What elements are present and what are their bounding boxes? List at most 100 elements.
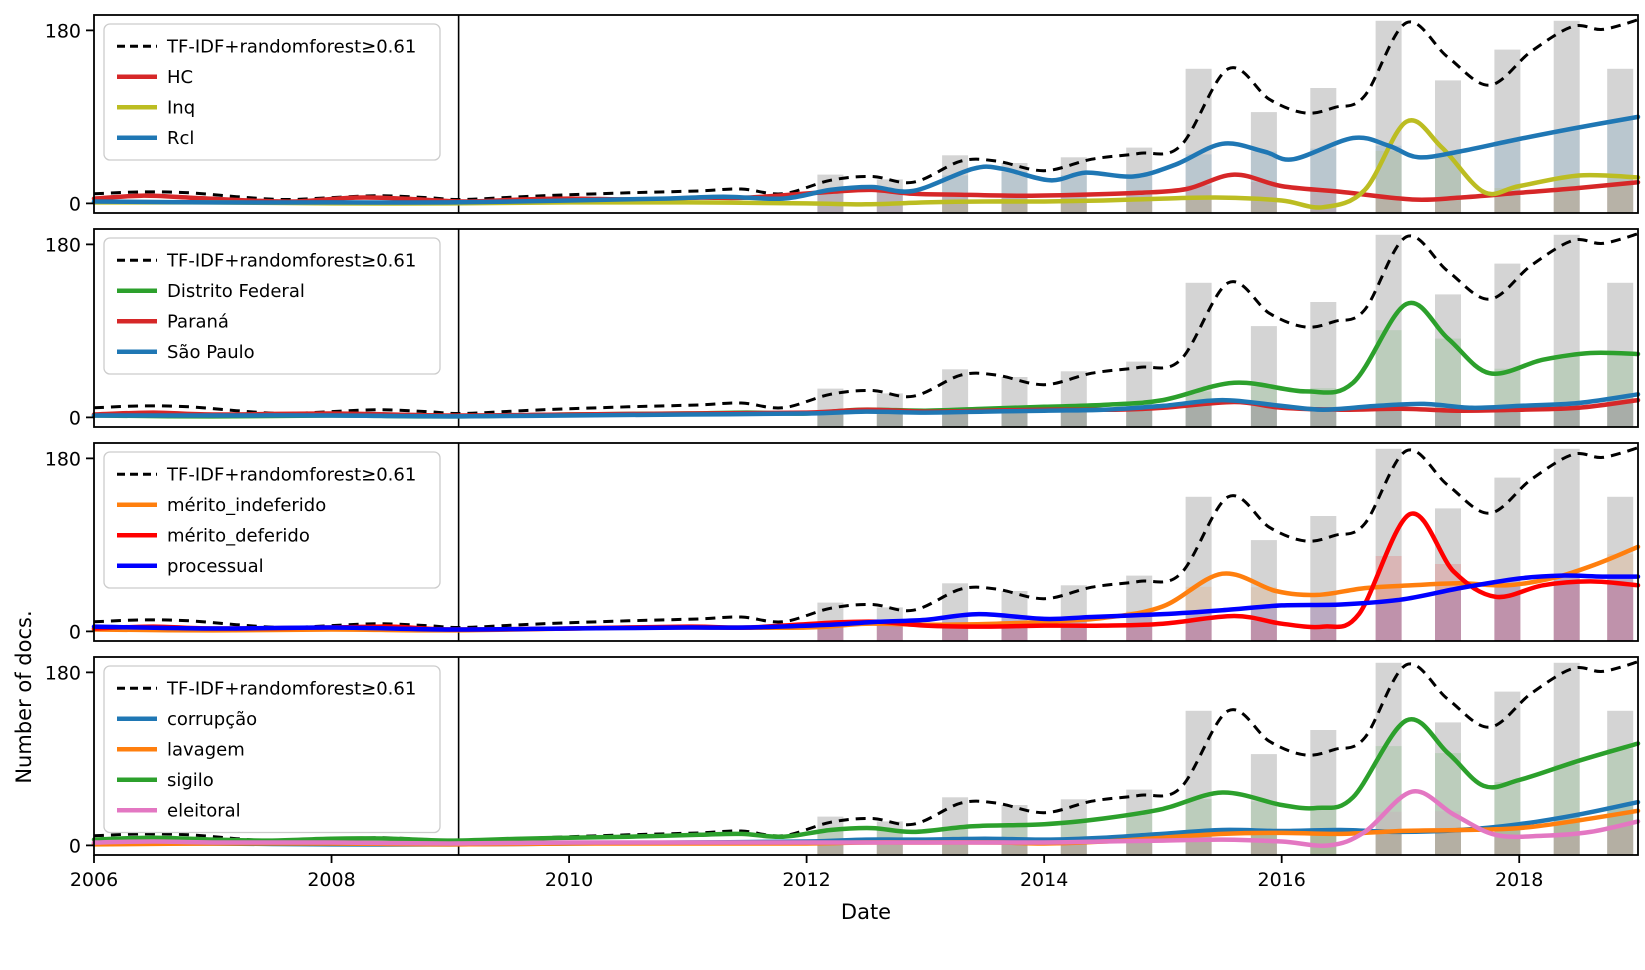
- series-line-São Paulo: [91, 392, 1641, 419]
- series-histogram-bar: [1607, 825, 1634, 855]
- series-histogram-bar: [942, 842, 969, 855]
- series-histogram-bar: [817, 843, 844, 855]
- series-histogram-bar: [817, 412, 844, 427]
- legend-label: processual: [167, 556, 264, 577]
- series-histogram-bar: [1060, 410, 1087, 427]
- histogram-bar: [1375, 234, 1402, 427]
- series-histogram-bar: [1494, 141, 1521, 213]
- series-histogram-bar: [1553, 177, 1580, 213]
- series-histogram-bar: [1435, 590, 1461, 641]
- histogram-bar: [1607, 496, 1634, 641]
- series-histogram-bar: [1375, 586, 1402, 641]
- legend-box: [103, 451, 441, 589]
- series-histogram-bar: [1250, 801, 1277, 855]
- histogram-bar: [1607, 710, 1634, 855]
- series-histogram-bar: [1494, 593, 1521, 641]
- series-histogram-bar: [817, 411, 844, 427]
- series-histogram-bar: [1185, 391, 1212, 427]
- series-histogram-bar: [1553, 129, 1580, 213]
- series-histogram-bar: [1607, 120, 1634, 213]
- series-histogram-bar: [1375, 408, 1402, 427]
- histogram-bar: [1126, 361, 1153, 427]
- series-line-eleitoral: [91, 789, 1641, 848]
- plot-border: [93, 656, 1639, 856]
- series-histogram-bar: [1001, 201, 1028, 213]
- series-histogram-bar: [942, 616, 969, 641]
- series-histogram-bar: [876, 842, 903, 855]
- legend-label: TF-IDF+randomforest≥0.61: [166, 250, 416, 271]
- subplot-4: 0 180 2006 2008 2010 2012 2014 2016 2018 TF-IDF+r…: [45, 656, 1641, 891]
- histogram-bar: [1060, 799, 1087, 855]
- subplot-2: 0 180 TF-IDF+randomforest≥0.61 Distrito Fed…: [45, 228, 1641, 429]
- series-histogram-bar: [1250, 404, 1277, 427]
- series-histogram-bar: [1375, 831, 1402, 855]
- legend-label: HC: [167, 67, 193, 88]
- series-histogram-bar: [1310, 409, 1337, 427]
- series-histogram-bar: [1553, 764, 1580, 855]
- histogram-bar: [1126, 789, 1153, 855]
- series-histogram-bar: [1126, 199, 1153, 213]
- y-tick-label: 180: [45, 448, 81, 470]
- legend-label: corrupção: [167, 709, 257, 730]
- histogram-bar: [1607, 68, 1634, 213]
- series-histogram-bar: [1553, 408, 1580, 427]
- legend-box: [103, 237, 441, 375]
- legend: TF-IDF+randomforest≥0.61 HC Inq Rcl: [103, 23, 441, 161]
- series-histogram-bar: [1435, 830, 1461, 855]
- legend-box: [103, 23, 441, 161]
- series-histogram-bar: [1607, 402, 1634, 427]
- series-histogram-bar: [876, 842, 903, 855]
- series-histogram-bar: [1553, 833, 1580, 855]
- series-histogram-bar: [817, 842, 844, 855]
- series-histogram-bar: [876, 622, 903, 641]
- series-histogram-bar: [1553, 189, 1580, 213]
- series-histogram-bar: [1607, 353, 1634, 427]
- series-histogram-bar: [1250, 199, 1277, 213]
- x-tick-label: 2010: [545, 869, 593, 891]
- legend-label: sigilo: [167, 770, 214, 791]
- histogram-bar: [1060, 585, 1087, 641]
- subplot-1: 0 180 TF-IDF+randomforest≥0.61 HC Inq Rcl: [45, 14, 1641, 215]
- y-tick-label: 180: [45, 234, 81, 256]
- series-histogram-bar: [1250, 587, 1277, 641]
- series-histogram-bar: [1001, 410, 1028, 427]
- series-histogram-bar: [1435, 410, 1461, 427]
- series-histogram-bar: [942, 842, 969, 855]
- legend: TF-IDF+randomforest≥0.61 corrupção lavagem…: [103, 665, 441, 834]
- histogram-bar: [1553, 20, 1580, 213]
- plot-border: [93, 14, 1639, 214]
- tfidf-dashed-line: [93, 660, 1639, 844]
- series-histogram-bar: [1060, 842, 1087, 855]
- histogram-bar: [1001, 805, 1028, 855]
- legend-box: [103, 665, 441, 834]
- legend: TF-IDF+randomforest≥0.61 Distrito Federal…: [103, 237, 441, 375]
- y-tick-label: 0: [69, 407, 81, 429]
- y-tick-label: 0: [69, 621, 81, 643]
- y-tick-label: 180: [45, 20, 81, 42]
- histogram-bar: [942, 369, 969, 427]
- series-histogram-bar: [1250, 405, 1277, 427]
- legend-label: São Paulo: [167, 342, 255, 363]
- x-tick-label: 2008: [307, 869, 355, 891]
- x-tick-label: 2014: [1020, 869, 1068, 891]
- histogram-bar: [1250, 112, 1277, 213]
- series-histogram-bar: [1494, 782, 1521, 855]
- series-histogram-bar: [1310, 409, 1337, 427]
- series-histogram-bar: [1001, 842, 1028, 855]
- histogram-bar: [1060, 157, 1087, 213]
- histogram-bar: [1250, 326, 1277, 427]
- series-histogram-bar: [1494, 828, 1521, 855]
- plot-border: [93, 228, 1639, 428]
- series-histogram-bar: [1185, 840, 1212, 855]
- histogram-bar: [1001, 377, 1028, 427]
- series-histogram-bar: [1001, 616, 1028, 641]
- histogram-bar: [1375, 20, 1402, 213]
- series-histogram-bar: [1494, 193, 1521, 213]
- histogram-bar: [1494, 477, 1521, 641]
- histogram-bar: [942, 583, 969, 641]
- series-histogram-bar: [1607, 576, 1634, 641]
- histogram-bar: [1060, 371, 1087, 427]
- histogram-bar: [1126, 147, 1153, 213]
- series-histogram-bar: [876, 410, 903, 427]
